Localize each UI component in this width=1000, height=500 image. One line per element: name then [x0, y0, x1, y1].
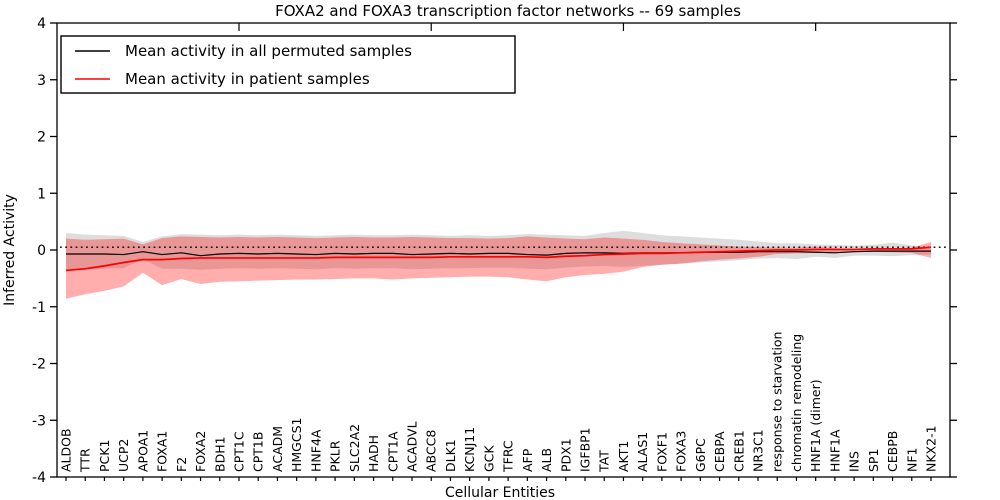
x-tick-label: CPT1C	[232, 431, 247, 472]
x-tick-label: IGFBP1	[578, 427, 593, 472]
x-tick-label: F2	[174, 457, 189, 472]
x-tick-label: CREB1	[731, 430, 746, 472]
y-tick-label: -2	[32, 357, 46, 373]
x-tick-label: response to starvation	[770, 332, 785, 473]
x-tick-label: HMGCS1	[289, 418, 304, 473]
x-tick-label: GCK	[481, 445, 496, 472]
x-tick-label: chromatin remodeling	[789, 334, 804, 472]
y-tick-label: -1	[32, 300, 46, 316]
y-tick-label: 0	[37, 243, 46, 259]
x-tick-label: BDH1	[212, 436, 227, 472]
legend-entry-permuted-label: Mean activity in all permuted samples	[125, 42, 412, 60]
x-axis-label: Cellular Entities	[445, 485, 555, 500]
x-tick-label: SP1	[866, 449, 881, 472]
y-tick-label: 1	[37, 186, 46, 202]
x-tick-label: TTR	[78, 448, 93, 473]
permuted-mean-line	[66, 250, 931, 257]
x-tick-label: FOXA3	[674, 431, 689, 472]
y-tick-label: 2	[37, 130, 46, 146]
x-tick-label: HNF4A	[308, 429, 323, 472]
x-tick-label: HADH	[366, 435, 381, 472]
x-tick-label: ALAS1	[635, 432, 650, 472]
permuted-std-band	[66, 230, 931, 271]
x-tick-label: ACADM	[270, 426, 285, 472]
x-tick-label: CPT1A	[385, 431, 400, 472]
x-tick-label: G6PC	[693, 438, 708, 472]
x-tick-label: UCP2	[116, 439, 131, 472]
x-tick-label: PDX1	[558, 438, 573, 472]
x-tick-label: ALDOB	[59, 428, 74, 472]
y-tick-label: 4	[37, 16, 46, 32]
x-tick-label: HNF1A (dimer)	[808, 379, 823, 472]
x-tick-label: ABCC8	[424, 430, 439, 472]
y-axis-label: Inferred Activity	[2, 194, 18, 306]
x-tick-label: TFRC	[501, 440, 516, 473]
x-tick-label: ACADVL	[405, 421, 420, 472]
x-tick-label: FOXF1	[654, 432, 669, 472]
x-tick-label: DLK1	[443, 439, 458, 472]
y-tick-label: -3	[32, 413, 46, 429]
x-tick-label: PCK1	[97, 440, 112, 472]
x-tick-label: FOXA2	[193, 431, 208, 472]
legend-entry-patient-label: Mean activity in patient samples	[125, 70, 370, 88]
x-tick-label: TAT	[597, 450, 612, 473]
x-tick-label: CEBPB	[885, 431, 900, 472]
legend: Mean activity in all permuted samples Me…	[60, 35, 516, 94]
chart-title: FOXA2 and FOXA3 transcription factor net…	[275, 2, 741, 20]
y-tick-label: -4	[32, 470, 46, 486]
x-tick-label: HNF1A	[827, 429, 842, 472]
x-tick-label: NKX2-1	[924, 425, 939, 472]
x-tick-label: ALB	[539, 448, 554, 472]
patient-mean-line	[65, 246, 932, 272]
x-tick-label: AKT1	[616, 441, 631, 472]
x-tick-label: CPT1B	[251, 432, 266, 472]
plot-area: -4 -3 -2 -1 0 1 2 3 4 ALDOB TTR PCK1 UCP2 APOA1 FOXA1 F…	[32, 16, 957, 486]
y-tick-label: 3	[37, 73, 46, 89]
x-tick-label: FOXA1	[155, 431, 170, 472]
x-tick-label: KCNJ11	[462, 427, 477, 472]
x-tick-label: APOA1	[135, 430, 150, 472]
x-tick-label: AFP	[520, 448, 535, 472]
x-tick-label: NF1	[904, 448, 919, 473]
x-tick-label: PKLR	[328, 440, 343, 472]
x-tick-label: NR3C1	[751, 429, 766, 472]
x-tick-label: CEBPA	[712, 431, 727, 472]
legend-box	[60, 35, 516, 94]
x-tick-label: SLC2A2	[347, 424, 362, 472]
x-tick-label: INS	[847, 451, 862, 472]
